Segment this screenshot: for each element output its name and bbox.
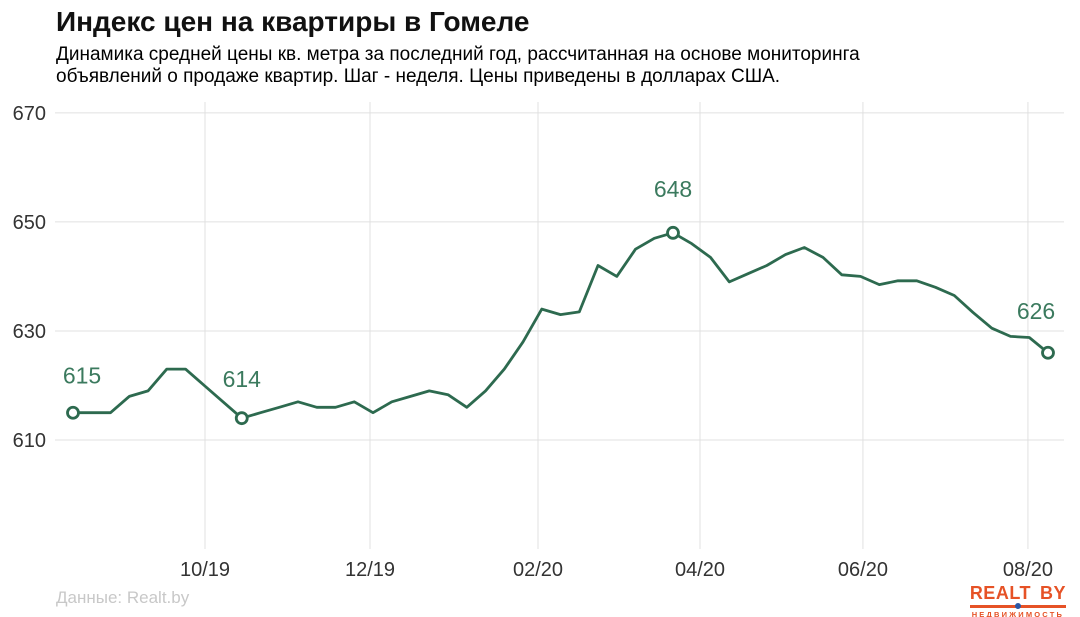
x-axis-tick-label: 06/20	[838, 559, 888, 581]
realt-logo-right: BY	[1039, 583, 1066, 603]
chart-subtitle-line2: объявлений о продаже квартир. Шаг - неде…	[56, 66, 781, 87]
x-axis-tick-label: 04/20	[675, 559, 725, 581]
realt-logo: REALT BY НЕДВИЖИМОСТЬ	[969, 583, 1066, 617]
chart-subtitle-line1: Динамика средней цены кв. метра за после…	[56, 44, 860, 65]
point-value-label: 648	[654, 176, 692, 202]
chart-subtitle: Динамика средней цены кв. метра за после…	[56, 44, 860, 88]
chart-title: Индекс цен на квартиры в Гомеле	[56, 6, 530, 37]
point-value-label: 626	[1017, 298, 1055, 324]
point-marker	[234, 411, 249, 426]
realt-logo-left: REALT	[969, 583, 1031, 603]
point-marker	[666, 225, 680, 240]
y-axis-tick-label: 670	[13, 103, 46, 125]
point-marker	[66, 405, 80, 420]
x-axis-tick-label: 08/20	[1003, 559, 1053, 581]
realt-logo-dot-icon	[1014, 603, 1021, 609]
price-series-line	[71, 231, 1050, 420]
realt-logo-wordmark: REALT BY	[969, 583, 1066, 609]
point-value-label: 615	[63, 363, 101, 389]
y-axis-tick-label: 610	[13, 430, 46, 452]
y-axis-tick-label: 650	[13, 212, 46, 234]
point-value-label: 614	[223, 366, 262, 392]
data-source-label: Данные: Realt.by	[56, 588, 190, 607]
y-axis-tick-label: 630	[13, 321, 46, 343]
x-axis-tick-label: 02/20	[513, 559, 563, 581]
x-axis-tick-label: 10/19	[180, 559, 230, 581]
x-axis-tick-label: 12/19	[345, 559, 395, 581]
point-marker	[1041, 345, 1055, 360]
realt-logo-tagline: НЕДВИЖИМОСТЬ	[971, 610, 1065, 617]
